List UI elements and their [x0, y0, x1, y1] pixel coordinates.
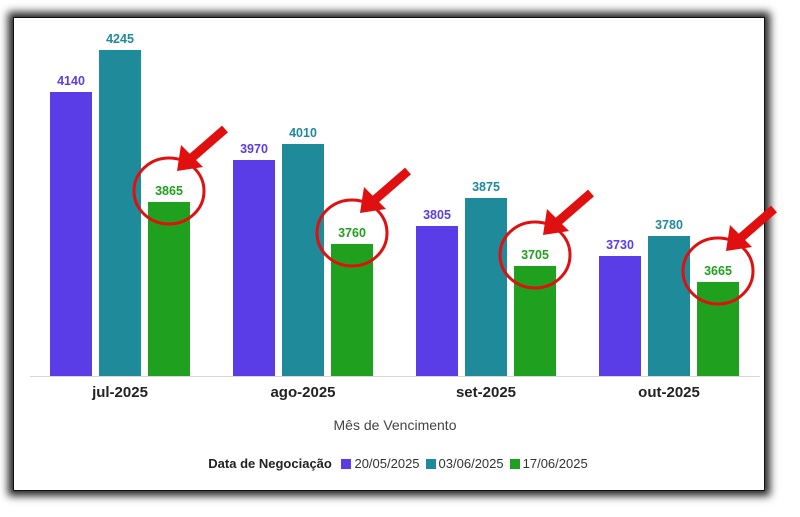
legend-item-20/05/2025[interactable]: 20/05/2025 [339, 456, 420, 471]
data-label-jul-2025-20/05/2025: 4140 [57, 74, 85, 88]
x-axis-title: Mês de Vencimento [333, 417, 457, 433]
highlight-arrow-shaft-jul-2025 [184, 125, 228, 166]
x-tick-label-out-2025: out-2025 [638, 384, 700, 401]
bar-jul-2025-03/06/2025 [99, 50, 141, 376]
legend-swatch [425, 459, 436, 469]
legend-label: 17/06/2025 [522, 456, 588, 471]
bar-out-2025-20/05/2025 [599, 256, 641, 376]
legend-title: Data de Negociação [208, 456, 332, 471]
highlight-arrow-head-out-2025 [726, 225, 752, 251]
legend-label: 03/06/2025 [438, 456, 504, 471]
highlight-circle-set-2025 [498, 220, 572, 290]
data-label-out-2025-20/05/2025: 3730 [606, 238, 634, 252]
legend-label: 20/05/2025 [354, 456, 420, 471]
legend-item-03/06/2025[interactable]: 03/06/2025 [424, 456, 504, 471]
highlight-arrow-head-set-2025 [543, 209, 569, 235]
legend: Data de Negociação 20/05/2025 03/06/2025 1… [0, 456, 800, 471]
data-label-out-2025-17/06/2025: 3665 [704, 264, 732, 278]
highlight-arrow-shaft-ago-2025 [367, 167, 411, 208]
bar-set-2025-03/06/2025 [465, 198, 507, 376]
highlight-arrow-shaft-set-2025 [550, 189, 594, 230]
x-tick-label-jul-2025: jul-2025 [91, 384, 148, 401]
highlight-arrow-head-jul-2025 [177, 145, 203, 171]
data-label-out-2025-03/06/2025: 3780 [655, 218, 683, 232]
bar-ago-2025-03/06/2025 [282, 144, 324, 376]
data-label-set-2025-17/06/2025: 3705 [521, 248, 549, 262]
bar-set-2025-20/05/2025 [416, 226, 458, 376]
bar-jul-2025-17/06/2025 [148, 202, 190, 376]
x-tick-label-ago-2025: ago-2025 [270, 384, 335, 401]
bar-set-2025-17/06/2025 [514, 266, 556, 376]
data-label-jul-2025-17/06/2025: 3865 [155, 184, 183, 198]
highlight-circle-ago-2025 [315, 198, 389, 268]
bar-jul-2025-20/05/2025 [50, 92, 92, 376]
data-label-ago-2025-17/06/2025: 3760 [338, 226, 366, 240]
bar-out-2025-17/06/2025 [697, 282, 739, 376]
data-label-jul-2025-03/06/2025: 4245 [106, 32, 134, 46]
legend-swatch [509, 459, 520, 469]
bar-ago-2025-20/05/2025 [233, 160, 275, 376]
highlight-circle-out-2025 [681, 236, 755, 306]
highlight-arrow-head-ago-2025 [360, 187, 386, 213]
legend-item-17/06/2025[interactable]: 17/06/2025 [508, 456, 588, 471]
bar-out-2025-03/06/2025 [648, 236, 690, 376]
data-label-ago-2025-20/05/2025: 3970 [240, 142, 268, 156]
data-label-set-2025-20/05/2025: 3805 [423, 208, 451, 222]
data-label-ago-2025-03/06/2025: 4010 [289, 126, 317, 140]
highlight-circle-jul-2025 [132, 156, 206, 226]
x-tick-label-set-2025: set-2025 [456, 384, 516, 401]
data-label-set-2025-03/06/2025: 3875 [472, 180, 500, 194]
legend-swatch [341, 459, 352, 469]
highlight-arrow-shaft-out-2025 [733, 205, 777, 246]
